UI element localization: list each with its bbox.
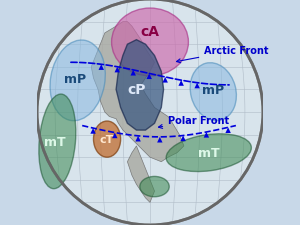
Polygon shape <box>178 81 184 86</box>
Text: mP: mP <box>202 83 224 97</box>
Polygon shape <box>90 128 96 134</box>
Ellipse shape <box>50 41 105 121</box>
Ellipse shape <box>39 95 76 189</box>
Text: cP: cP <box>127 83 146 97</box>
Polygon shape <box>146 74 152 80</box>
Polygon shape <box>128 146 154 202</box>
Polygon shape <box>157 137 163 143</box>
Ellipse shape <box>140 177 169 197</box>
Polygon shape <box>163 78 168 83</box>
Text: mP: mP <box>64 72 86 85</box>
Text: mT: mT <box>44 135 66 148</box>
Polygon shape <box>91 22 184 162</box>
Text: Polar Front: Polar Front <box>158 116 229 129</box>
Text: cT: cT <box>100 135 114 144</box>
Ellipse shape <box>37 0 263 225</box>
Text: Arctic Front: Arctic Front <box>176 46 269 63</box>
Ellipse shape <box>94 122 121 158</box>
Polygon shape <box>130 71 136 76</box>
Polygon shape <box>225 128 231 133</box>
Text: mT: mT <box>198 146 220 160</box>
Ellipse shape <box>112 9 188 77</box>
Polygon shape <box>204 132 209 138</box>
Text: cA: cA <box>140 25 160 38</box>
Polygon shape <box>116 40 164 130</box>
Polygon shape <box>194 83 200 89</box>
Polygon shape <box>112 133 118 139</box>
Polygon shape <box>98 65 104 71</box>
Polygon shape <box>115 68 120 73</box>
Polygon shape <box>180 136 186 142</box>
Ellipse shape <box>166 134 251 172</box>
Polygon shape <box>135 136 141 142</box>
Ellipse shape <box>190 63 236 121</box>
